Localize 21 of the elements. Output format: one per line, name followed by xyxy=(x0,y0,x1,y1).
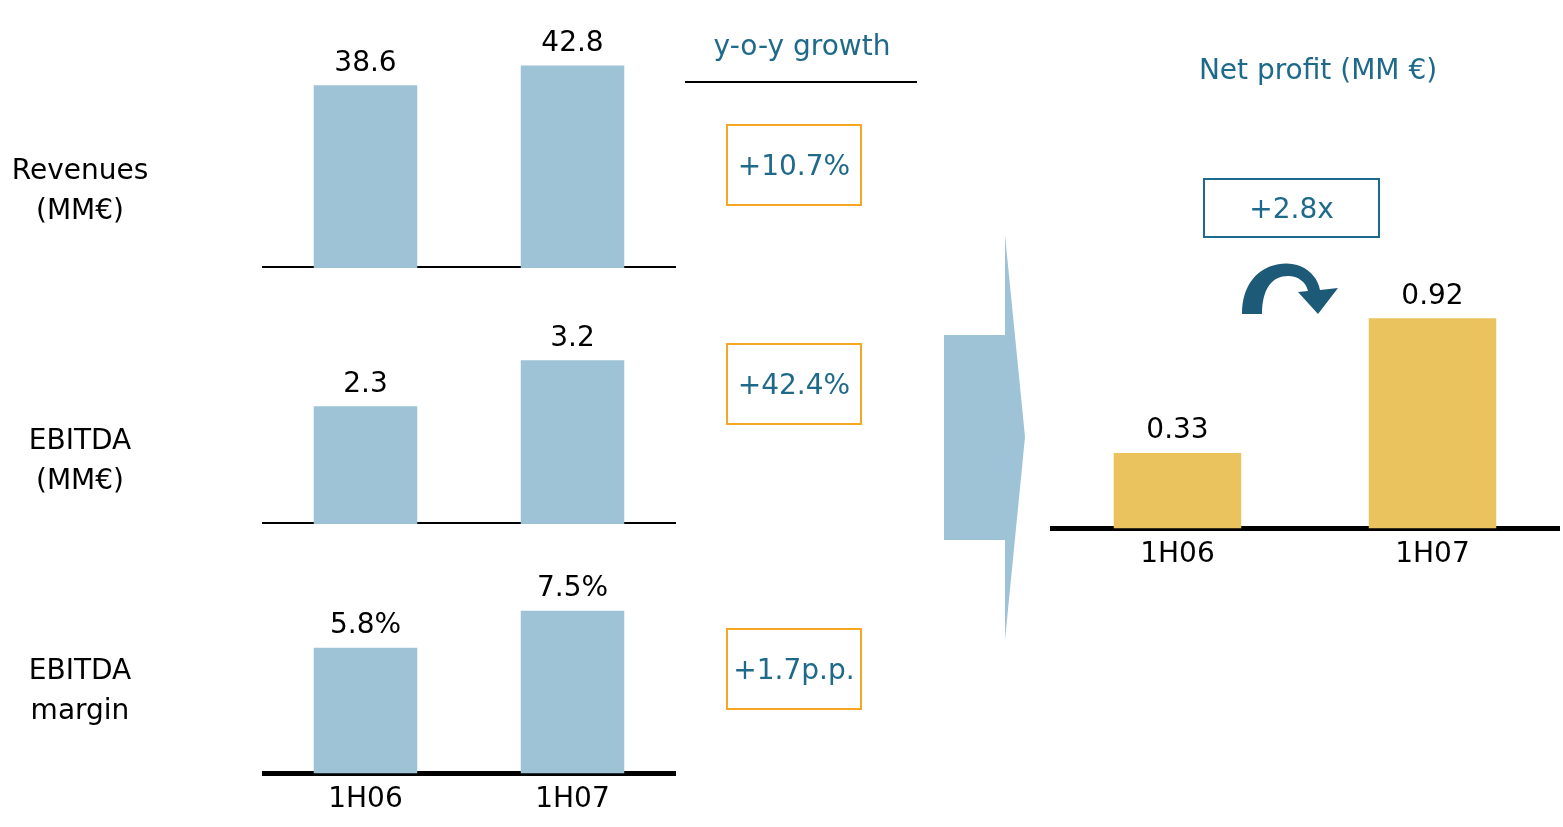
data-label: 2.3 xyxy=(343,365,388,399)
y-axis-title: Revenues (MM€) xyxy=(10,152,150,228)
data-label: 38.6 xyxy=(334,44,397,78)
data-label: 5.8% xyxy=(329,606,402,640)
x-tick-label: 1H07 xyxy=(535,781,610,815)
y-axis-title: EBITDA margin xyxy=(27,652,133,728)
x-tick-label: 1H06 xyxy=(328,781,403,815)
text: +2.8x xyxy=(1203,178,1380,238)
data-label: 0.92 xyxy=(1401,277,1464,311)
chart-title: Net profit (MM €) xyxy=(1197,53,1439,86)
x-tick-label: 1H07 xyxy=(1395,536,1470,570)
data-label: 7.5% xyxy=(536,570,609,604)
data-label: 3.2 xyxy=(550,319,595,353)
data-label: 42.8 xyxy=(541,24,604,58)
data-label: 0.33 xyxy=(1146,412,1209,446)
text: +10.7% xyxy=(726,124,862,206)
text: +1.7p.p. xyxy=(726,628,862,710)
text: y-o-y growth xyxy=(712,27,892,64)
y-axis-title: EBITDA (MM€) xyxy=(27,422,133,498)
x-tick-label: 1H06 xyxy=(1140,536,1215,570)
text: +42.4% xyxy=(726,343,862,425)
